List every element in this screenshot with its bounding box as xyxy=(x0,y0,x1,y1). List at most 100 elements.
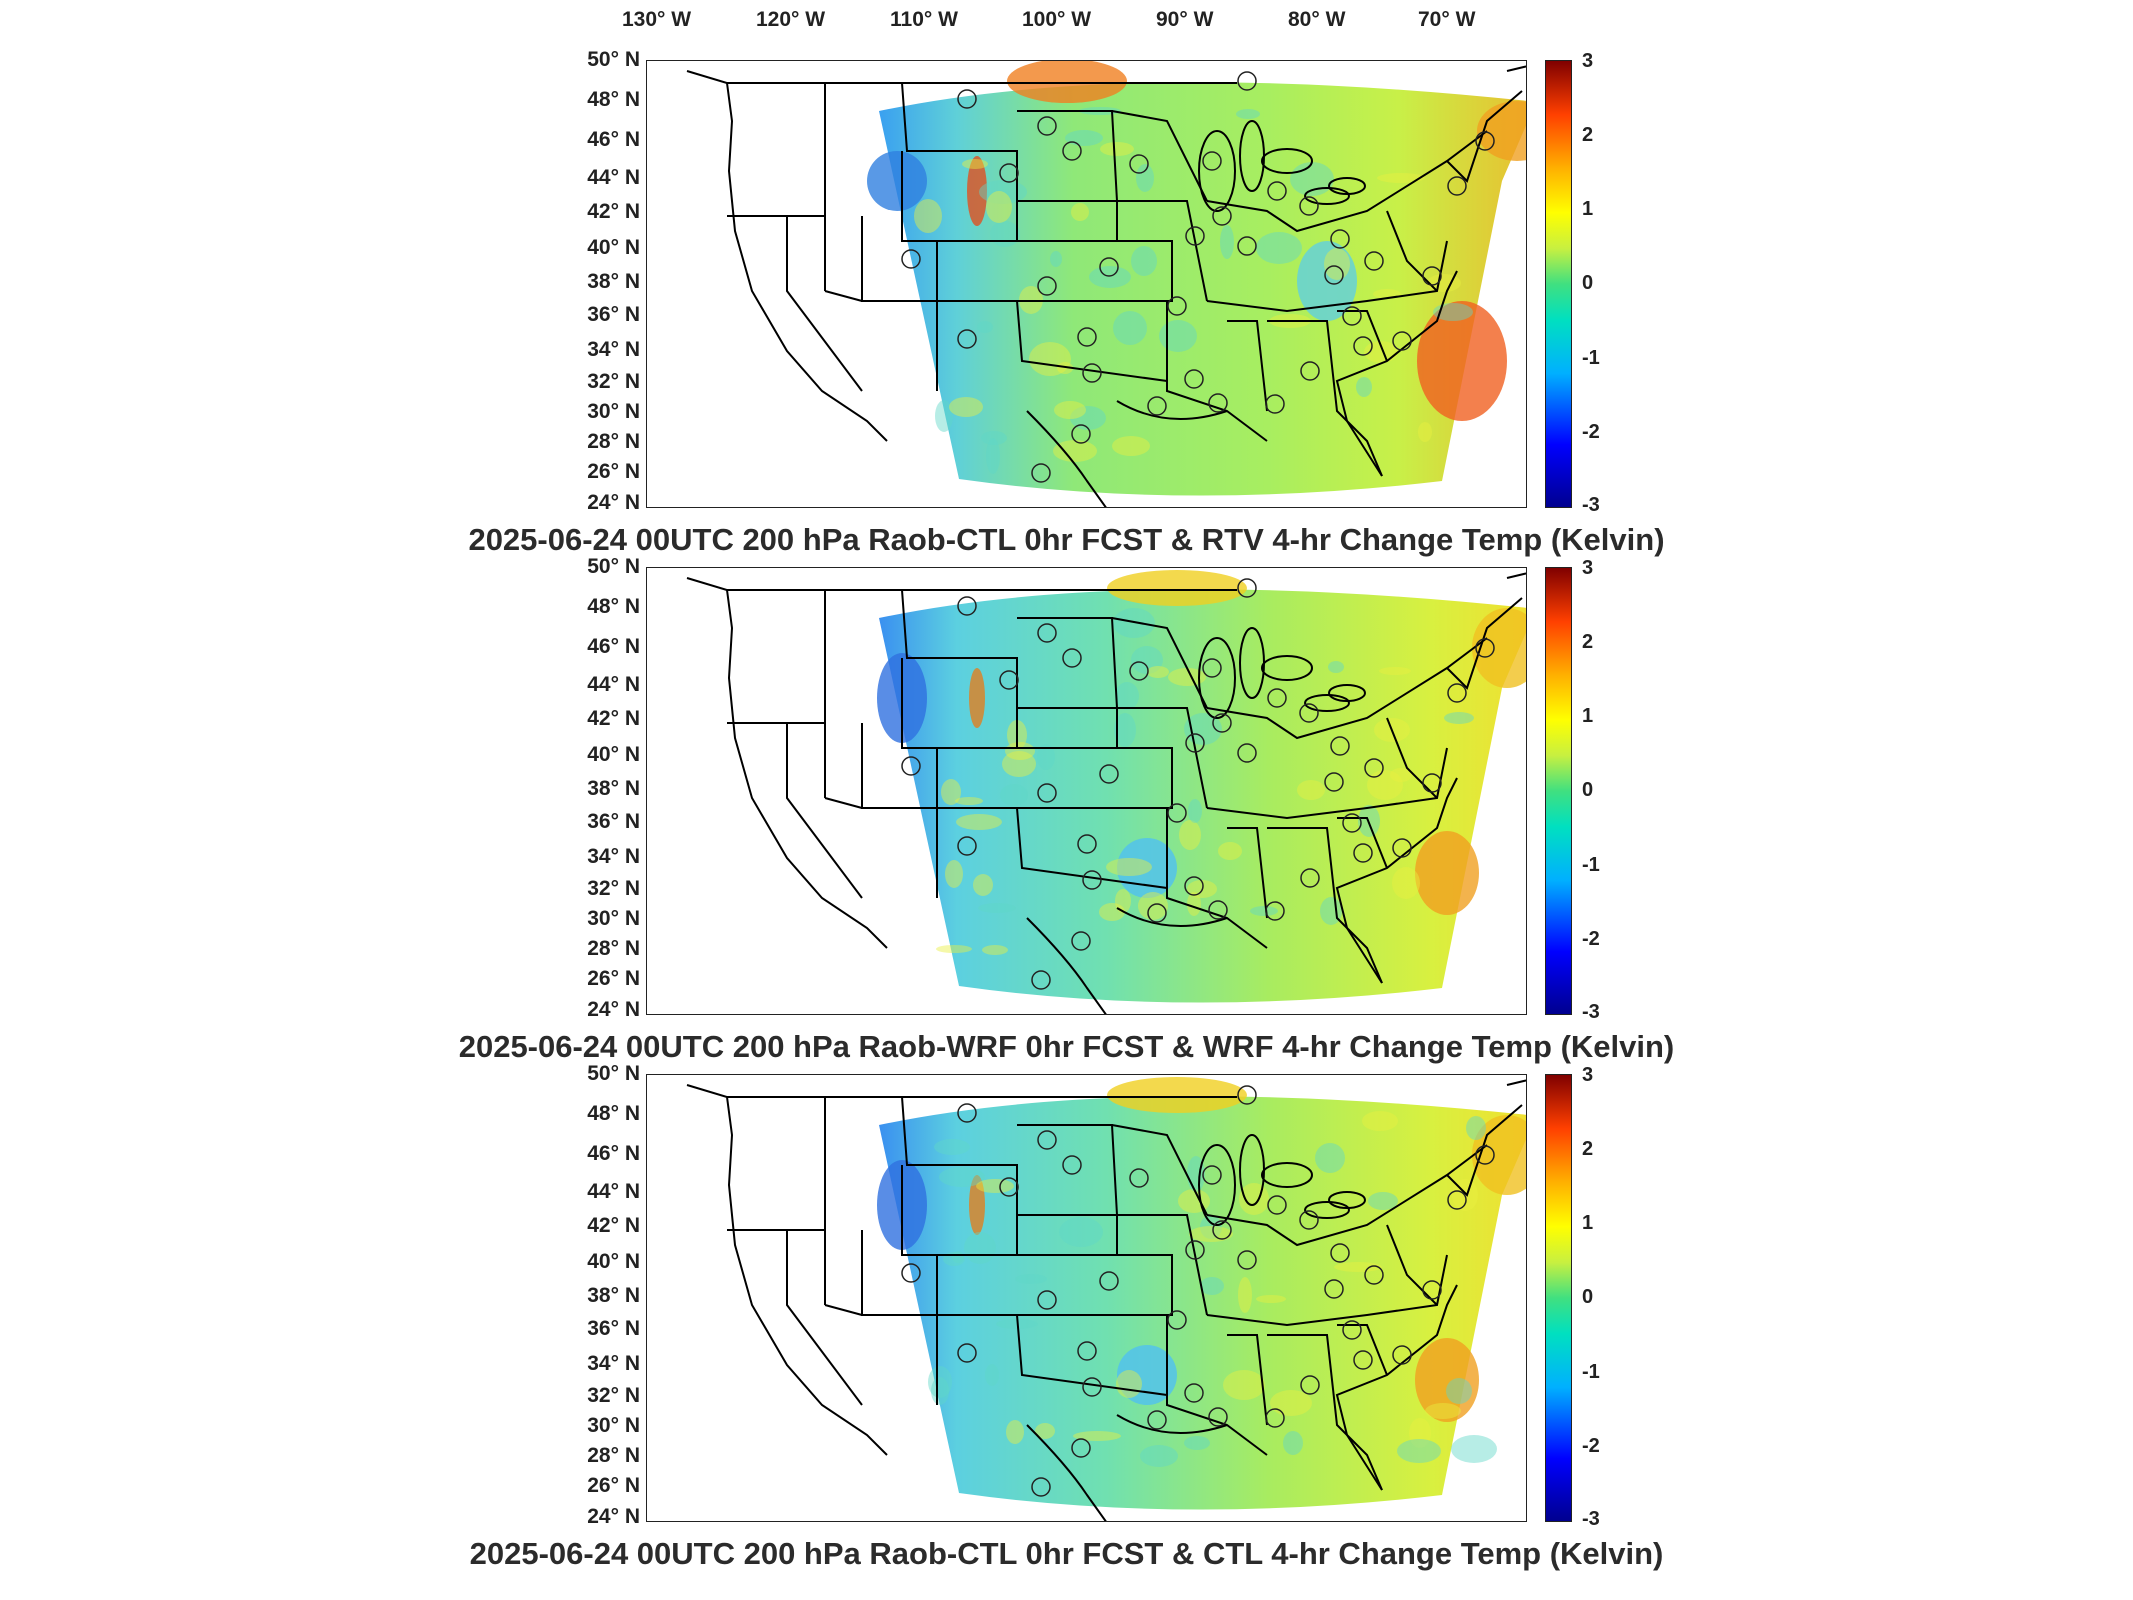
boundary-line xyxy=(1116,1414,1228,1434)
colorbar-tick-label: 3 xyxy=(1582,1064,1594,1086)
raob-station-marker xyxy=(1422,773,1442,793)
anomaly-region xyxy=(969,1175,985,1235)
longitude-label: 80° W xyxy=(1288,8,1346,31)
raob-station-marker xyxy=(1212,206,1232,226)
map-canvas xyxy=(686,61,1526,507)
raob-station-marker xyxy=(1208,393,1228,413)
raob-station-marker xyxy=(1475,1145,1495,1165)
boundary-line xyxy=(1227,1334,1268,1426)
raob-station-marker xyxy=(1077,327,1097,347)
raob-station-marker xyxy=(1031,463,1051,483)
raob-station-marker xyxy=(1237,1250,1257,1270)
raob-station-marker xyxy=(1099,764,1119,784)
raob-station-marker xyxy=(1447,1190,1467,1210)
latitude-label: 26° N xyxy=(587,967,640,990)
boundary-line xyxy=(901,1165,938,1315)
raob-station-marker xyxy=(1129,661,1149,681)
colorbar-tick-label: -1 xyxy=(1582,1361,1600,1383)
boundary-line xyxy=(1117,1214,1208,1316)
field-texture xyxy=(1059,1217,1103,1247)
longitude-label: 110° W xyxy=(890,8,958,31)
latitude-label: 38° N xyxy=(587,270,640,293)
boundary-line xyxy=(1206,1144,1488,1247)
colorbar-tick-label: -1 xyxy=(1582,347,1600,369)
raob-station-marker xyxy=(1342,813,1362,833)
boundary-line xyxy=(824,1304,863,1316)
field-texture xyxy=(981,431,1007,445)
raob-station-marker xyxy=(1267,1195,1287,1215)
latitude-label: 48° N xyxy=(587,1102,640,1125)
longitude-label: 70° W xyxy=(1418,8,1476,31)
colorbar-tick-label: -3 xyxy=(1582,1508,1600,1530)
boundary-line xyxy=(901,589,1018,749)
longitude-label: 100° W xyxy=(1022,8,1092,31)
raob-station-marker xyxy=(1267,181,1287,201)
colorbar-tick-label: 2 xyxy=(1582,1138,1594,1160)
raob-station-marker xyxy=(1071,424,1091,444)
raob-station-marker xyxy=(1031,970,1051,990)
raob-station-marker xyxy=(1184,369,1204,389)
boundary-line xyxy=(727,83,826,217)
anomaly-region xyxy=(1417,301,1507,421)
raob-station-marker xyxy=(1167,296,1187,316)
map-frame xyxy=(646,1074,1527,1522)
boundary-line xyxy=(1337,310,1388,362)
field-texture xyxy=(1000,784,1028,806)
raob-station-marker xyxy=(999,163,1019,183)
field-texture xyxy=(1377,173,1425,183)
raob-station-marker xyxy=(901,1263,921,1283)
anomaly-region xyxy=(1472,608,1526,688)
latitude-label: 24° N xyxy=(587,998,640,1021)
boundary-line xyxy=(1506,65,1526,72)
boundary-line xyxy=(861,1230,938,1405)
raob-station-marker xyxy=(1299,1210,1319,1230)
field-texture xyxy=(976,1179,1014,1193)
latitude-label: 44° N xyxy=(587,673,640,696)
colorbar xyxy=(1545,1074,1572,1522)
field-texture xyxy=(1220,225,1234,259)
field-texture xyxy=(1390,768,1412,782)
boundary-line xyxy=(1206,637,1488,740)
field-texture xyxy=(1015,1274,1047,1284)
field-texture xyxy=(1236,109,1260,119)
field-texture xyxy=(1114,713,1136,747)
boundary-line xyxy=(901,1096,1018,1256)
colorbar-tick-label: 3 xyxy=(1582,557,1594,579)
raob-station-marker xyxy=(1037,1130,1057,1150)
latitude-label: 46° N xyxy=(587,635,640,658)
raob-station-marker xyxy=(1037,783,1057,803)
raob-station-marker xyxy=(1082,870,1102,890)
field-texture xyxy=(1218,842,1242,860)
boundary-line xyxy=(1026,1424,1107,1521)
colorbar-tick-label: 1 xyxy=(1582,1212,1594,1234)
lake-outline xyxy=(1261,1162,1313,1188)
boundary-line xyxy=(686,70,888,442)
field-texture xyxy=(1444,712,1474,724)
field-texture xyxy=(1054,401,1086,419)
field-texture xyxy=(1106,858,1152,876)
field-texture xyxy=(1140,1445,1178,1467)
boundary-line xyxy=(1111,617,1208,709)
field-texture xyxy=(1189,1226,1233,1242)
field-texture xyxy=(1131,646,1163,674)
latitude-label: 42° N xyxy=(587,1214,640,1237)
field-texture xyxy=(964,1232,996,1264)
latitude-label: 36° N xyxy=(587,810,640,833)
lake-outline xyxy=(1304,694,1350,712)
latitude-label: 34° N xyxy=(587,338,640,361)
colorbar-tick-label: -1 xyxy=(1582,854,1600,876)
latitude-label: 26° N xyxy=(587,460,640,483)
field-texture xyxy=(1334,1262,1382,1272)
boundary-line xyxy=(686,1084,888,1456)
latitude-label: 32° N xyxy=(587,877,640,900)
lake-outline xyxy=(1328,684,1366,702)
raob-station-marker xyxy=(1062,648,1082,668)
field-texture xyxy=(1256,1295,1286,1303)
raob-station-marker xyxy=(1071,931,1091,951)
field-texture xyxy=(1397,1439,1441,1463)
anomaly-region xyxy=(1415,831,1479,915)
latitude-label: 48° N xyxy=(587,88,640,111)
field-texture xyxy=(1138,892,1168,920)
raob-station-marker xyxy=(1237,236,1257,256)
raob-station-marker xyxy=(1265,394,1285,414)
